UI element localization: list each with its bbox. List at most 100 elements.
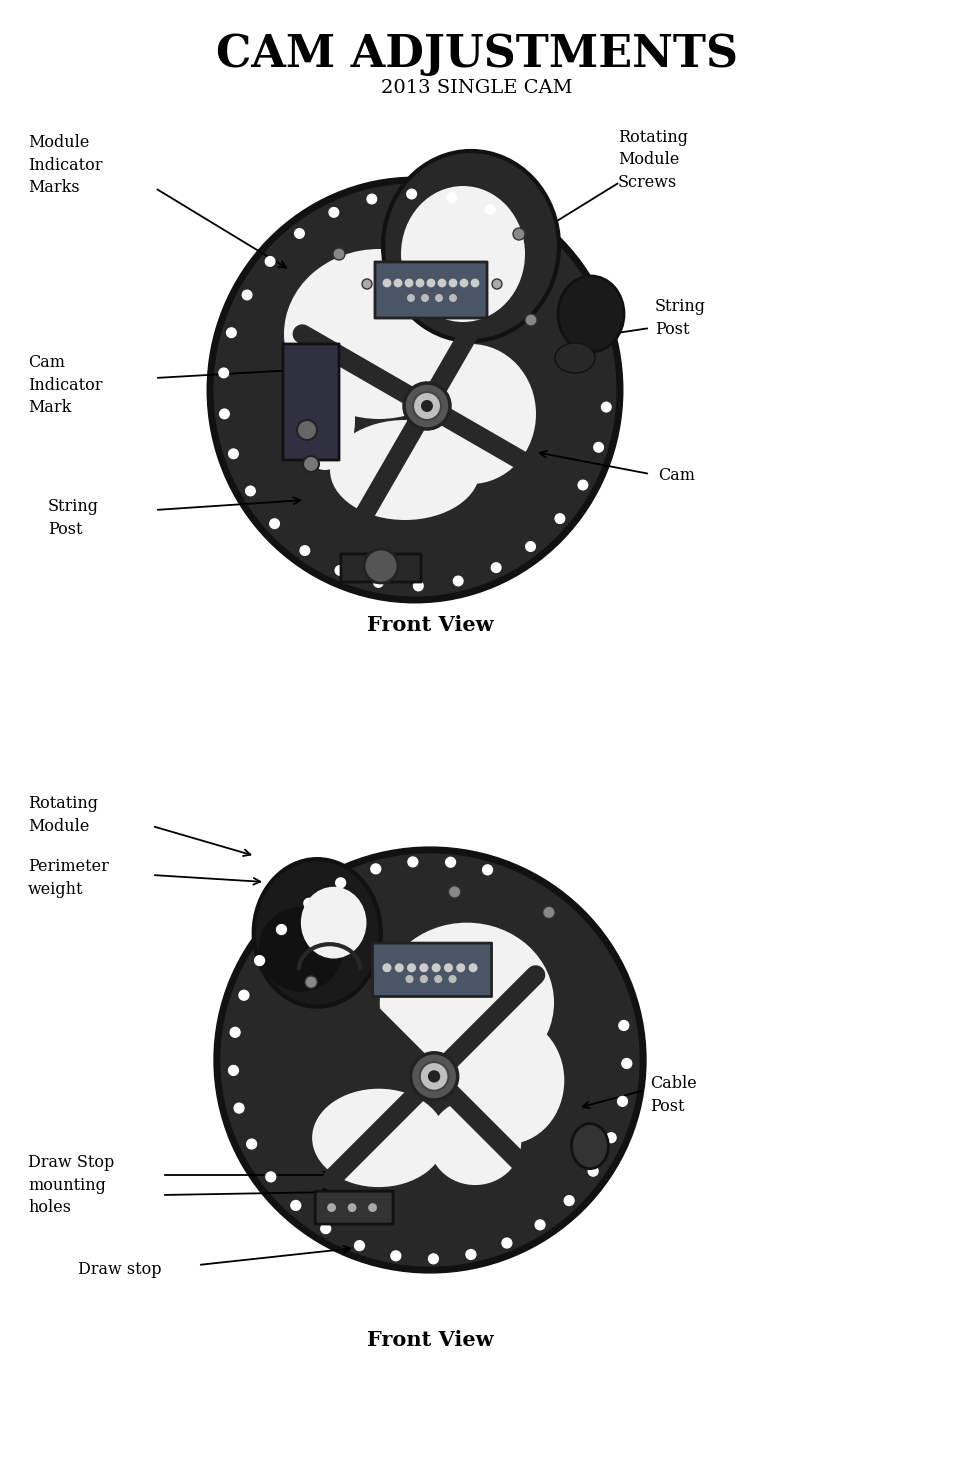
Circle shape: [371, 864, 380, 873]
Circle shape: [448, 886, 460, 898]
Circle shape: [335, 565, 344, 575]
Circle shape: [456, 963, 465, 972]
Circle shape: [618, 1021, 628, 1031]
Circle shape: [524, 314, 537, 326]
Ellipse shape: [210, 180, 619, 600]
Circle shape: [600, 403, 611, 412]
Circle shape: [305, 976, 317, 988]
Text: Front View: Front View: [366, 1330, 493, 1350]
Circle shape: [578, 481, 587, 490]
Ellipse shape: [364, 549, 397, 583]
Text: Cam: Cam: [658, 466, 695, 484]
Circle shape: [219, 409, 229, 419]
Ellipse shape: [312, 1089, 445, 1187]
FancyBboxPatch shape: [314, 1192, 393, 1224]
Circle shape: [300, 546, 310, 556]
Circle shape: [333, 248, 345, 260]
Text: Draw Stop
mounting
holes: Draw Stop mounting holes: [28, 1155, 114, 1215]
Circle shape: [304, 898, 314, 909]
Circle shape: [233, 1103, 244, 1114]
Ellipse shape: [571, 1124, 608, 1168]
Circle shape: [563, 1196, 574, 1205]
Ellipse shape: [216, 850, 642, 1270]
Text: String
Post: String Post: [655, 298, 705, 338]
Circle shape: [485, 205, 495, 214]
Circle shape: [492, 279, 501, 289]
Circle shape: [403, 384, 450, 429]
Circle shape: [326, 1202, 336, 1212]
Ellipse shape: [558, 276, 623, 353]
Circle shape: [428, 1071, 439, 1083]
Ellipse shape: [379, 923, 554, 1083]
Text: Draw stop: Draw stop: [78, 1261, 161, 1279]
Circle shape: [449, 294, 456, 302]
Text: Cable
Post: Cable Post: [649, 1075, 696, 1115]
Ellipse shape: [330, 420, 479, 521]
Circle shape: [394, 279, 402, 288]
Circle shape: [404, 279, 413, 288]
Circle shape: [434, 975, 442, 984]
Ellipse shape: [300, 886, 366, 959]
Circle shape: [420, 294, 429, 302]
Circle shape: [448, 279, 456, 288]
Circle shape: [468, 963, 477, 972]
Circle shape: [435, 294, 442, 302]
Circle shape: [347, 1202, 356, 1212]
Circle shape: [329, 208, 338, 217]
Circle shape: [259, 909, 341, 990]
Circle shape: [395, 963, 403, 972]
Circle shape: [525, 541, 535, 552]
Circle shape: [218, 369, 229, 378]
Circle shape: [428, 1254, 437, 1264]
Circle shape: [296, 420, 316, 440]
Circle shape: [555, 513, 564, 524]
Circle shape: [448, 975, 456, 984]
Circle shape: [391, 1251, 400, 1261]
Circle shape: [482, 864, 492, 875]
Text: Module
Indicator
Marks: Module Indicator Marks: [28, 134, 102, 196]
FancyBboxPatch shape: [340, 555, 420, 583]
Ellipse shape: [294, 370, 355, 471]
Circle shape: [254, 956, 264, 966]
Circle shape: [593, 442, 603, 453]
Circle shape: [294, 229, 304, 239]
Circle shape: [416, 279, 424, 288]
Circle shape: [247, 1139, 256, 1149]
Ellipse shape: [555, 344, 595, 373]
Circle shape: [242, 291, 252, 299]
Circle shape: [367, 195, 376, 204]
Circle shape: [413, 392, 440, 420]
Circle shape: [374, 578, 383, 587]
Circle shape: [270, 519, 279, 528]
Circle shape: [408, 857, 417, 867]
Circle shape: [419, 963, 428, 972]
Circle shape: [419, 1062, 448, 1090]
Ellipse shape: [284, 249, 474, 419]
Text: Cam
Indicator
Mark: Cam Indicator Mark: [28, 354, 102, 416]
Circle shape: [426, 279, 435, 288]
Circle shape: [431, 963, 440, 972]
Text: CAM ADJUSTMENTS: CAM ADJUSTMENTS: [215, 34, 738, 77]
FancyBboxPatch shape: [373, 943, 491, 997]
Circle shape: [406, 189, 416, 199]
Circle shape: [588, 1167, 598, 1176]
Circle shape: [227, 327, 236, 338]
Circle shape: [229, 448, 238, 459]
Circle shape: [413, 581, 423, 591]
Text: 2013 SINGLE CAM: 2013 SINGLE CAM: [381, 80, 572, 97]
Circle shape: [470, 279, 479, 288]
Circle shape: [501, 1238, 511, 1248]
Ellipse shape: [406, 344, 536, 484]
Circle shape: [605, 1133, 616, 1143]
Circle shape: [419, 975, 428, 984]
Circle shape: [265, 257, 274, 266]
Circle shape: [617, 1096, 627, 1106]
Circle shape: [437, 279, 446, 288]
Text: Front View: Front View: [366, 615, 493, 636]
Circle shape: [405, 975, 414, 984]
Circle shape: [407, 963, 416, 972]
Circle shape: [361, 279, 372, 289]
Text: String
Post: String Post: [48, 499, 99, 537]
Ellipse shape: [400, 186, 524, 322]
Circle shape: [367, 1202, 377, 1212]
